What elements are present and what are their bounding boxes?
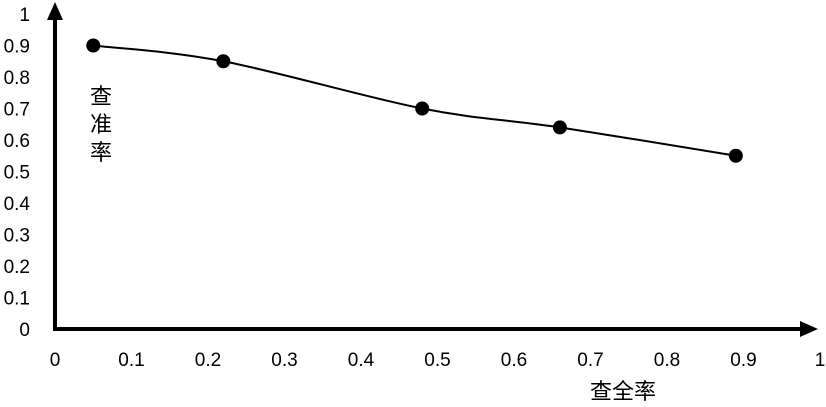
x-tick-label: 0.6 bbox=[501, 350, 527, 371]
y-axis-arrow-icon bbox=[47, 2, 63, 20]
y-tick-label: 0.8 bbox=[4, 68, 30, 89]
x-tick-label: 1 bbox=[815, 350, 826, 371]
y-tick-label: 0.9 bbox=[4, 37, 30, 58]
x-tick-labels: 0 0.1 0.2 0.3 0.4 0.5 0.6 0.7 0.8 0.9 1 bbox=[50, 350, 826, 371]
x-tick-label: 0.5 bbox=[424, 350, 450, 371]
x-axis-title: 查全率 bbox=[590, 380, 656, 405]
data-point bbox=[86, 38, 101, 53]
y-tick-label: 0.2 bbox=[4, 257, 30, 278]
x-tick-label: 0 bbox=[50, 350, 61, 371]
y-tick-label: 1 bbox=[19, 5, 30, 26]
data-point bbox=[216, 54, 231, 69]
y-tick-label: 0.6 bbox=[4, 131, 30, 152]
y-tick-label: 0.4 bbox=[4, 194, 31, 215]
data-point bbox=[728, 148, 743, 163]
y-tick-labels: 0 0.1 0.2 0.3 0.4 0.5 0.6 0.7 0.8 0.9 1 bbox=[4, 5, 31, 341]
x-tick-label: 0.8 bbox=[654, 350, 680, 371]
x-tick-label: 0.7 bbox=[577, 350, 603, 371]
x-tick-label: 0.4 bbox=[348, 350, 375, 371]
y-tick-label: 0.5 bbox=[4, 163, 30, 184]
y-tick-label: 0.1 bbox=[4, 289, 30, 310]
x-tick-label: 0.1 bbox=[118, 350, 144, 371]
series-line bbox=[93, 44, 737, 157]
x-tick-label: 0.2 bbox=[195, 350, 221, 371]
x-axis-arrow-icon bbox=[800, 321, 818, 337]
y-tick-label: 0.3 bbox=[4, 226, 30, 247]
x-tick-label: 0.3 bbox=[271, 350, 297, 371]
y-axis-title: 查准率 bbox=[90, 85, 112, 166]
data-point bbox=[415, 101, 430, 116]
data-point bbox=[552, 120, 567, 135]
data-points bbox=[86, 38, 743, 163]
y-tick-label: 0 bbox=[19, 320, 30, 341]
y-tick-label: 0.7 bbox=[4, 100, 30, 121]
x-tick-label: 0.9 bbox=[730, 350, 756, 371]
